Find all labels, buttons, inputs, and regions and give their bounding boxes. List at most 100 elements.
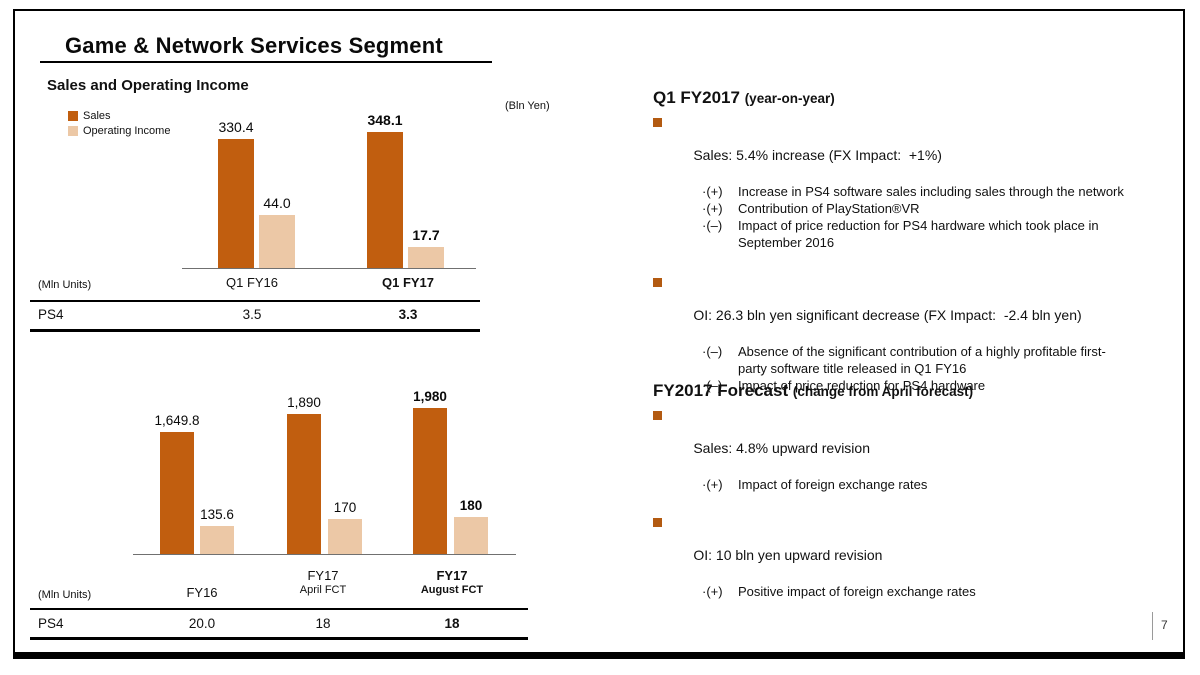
sales-bar <box>160 432 194 554</box>
q1-fy2017-heading-suffix: (year-on-year) <box>744 91 835 106</box>
bar-value-label: 17.7 <box>412 227 440 243</box>
bar-value-label: 170 <box>333 500 357 515</box>
q1-units-label: (Mln Units) <box>38 279 92 291</box>
sub-bullet-text: Increase in PS4 software sales including… <box>738 184 1124 199</box>
bullet-square-icon <box>653 411 662 420</box>
minus-marker: ·(–) <box>702 218 723 233</box>
chart-legend: Sales Operating Income <box>68 108 170 138</box>
fullyear-bar-chart: 1,649.8 135.6 1,890 170 1,980 180 <box>154 389 488 554</box>
sub-bullet: ·(–) Impact of price reduction for PS4 h… <box>702 217 1181 251</box>
operating-income-bar <box>454 517 488 554</box>
fullyear-units-label: (Mln Units) <box>38 589 92 601</box>
sub-bullet: ·(+) Contribution of PlayStation®VR <box>702 200 1181 217</box>
sub-bullet: ·(–) Absence of the significant contribu… <box>702 343 1181 377</box>
sales-bullet: Sales: 4.8% upward revision <box>653 408 1181 472</box>
q1-ps4-fy17-value: 3.3 <box>398 307 418 322</box>
unit-note: (Bln Yen) <box>505 100 550 112</box>
fy2017-forecast-heading-suffix: (change from April forecast) <box>792 384 974 399</box>
bar-value-label: 348.1 <box>367 112 403 128</box>
fy17-april-line1: FY17 <box>307 568 339 583</box>
fy17-august-line2: August FCT <box>420 584 484 596</box>
fy16-category: FY16 <box>186 585 218 600</box>
plus-marker: ·(+) <box>702 201 723 216</box>
fy17-april-ps4-value: 18 <box>315 616 331 631</box>
q1-ps4-fy16-value: 3.5 <box>242 307 262 322</box>
oi-bullet-text: OI: 10 bln yen upward revision <box>693 547 883 563</box>
bar-value-label: 1,980 <box>413 389 447 404</box>
bar-value-label: 44.0 <box>263 195 291 211</box>
page-title: Game & Network Services Segment <box>65 33 443 58</box>
oi-bullet-text: OI: 26.3 bln yen significant decrease (F… <box>693 307 1082 323</box>
q1-category-fy16: Q1 FY16 <box>225 275 279 290</box>
sales-swatch-icon <box>68 110 78 121</box>
plus-marker: ·(+) <box>702 477 723 492</box>
section-title: Sales and Operating Income <box>47 77 249 94</box>
bullet-square-icon <box>653 518 662 527</box>
legend-item-operating-income: Operating Income <box>68 123 170 138</box>
sub-bullet: ·(+) Increase in PS4 software sales incl… <box>702 183 1181 200</box>
fullyear-table-rule-bottom <box>30 637 528 640</box>
q1-table-rule-bottom <box>30 329 480 332</box>
fy2017-forecast-heading-main: FY2017 Forecast <box>653 381 789 400</box>
sub-bullet-text: Impact of price reduction for PS4 hardwa… <box>738 218 1099 250</box>
sales-bar <box>287 414 321 554</box>
fy17-august-category: FY17 August FCT <box>392 568 512 596</box>
q1-fy2017-heading-main: Q1 FY2017 <box>653 88 740 107</box>
oi-bullet: OI: 26.3 bln yen significant decrease (F… <box>653 275 1181 339</box>
sub-bullet: ·(+) Impact of foreign exchange rates <box>702 476 1181 493</box>
legend-item-sales: Sales <box>68 108 170 123</box>
sub-bullet: ·(–) Impact of price reduction for PS4 h… <box>702 377 1181 394</box>
operating-income-bar <box>328 519 362 554</box>
fy17-august-line1: FY17 <box>436 568 468 583</box>
page-number-divider <box>1152 612 1153 640</box>
plus-marker: ·(+) <box>702 184 723 199</box>
sales-bullet-text: Sales: 4.8% upward revision <box>693 440 870 456</box>
fy17-april-category: FY17 April FCT <box>263 568 383 596</box>
sub-bullet: ·(+) Positive impact of foreign exchange… <box>702 583 1181 600</box>
fullyear-table-row-label: PS4 <box>38 616 64 631</box>
plus-marker: ·(+) <box>702 584 723 599</box>
q1-chart-axis <box>182 268 476 269</box>
bar-value-label: 135.6 <box>200 507 234 522</box>
page-number: 7 <box>1161 618 1168 632</box>
operating-income-swatch-icon <box>68 125 78 136</box>
oi-bullet: OI: 10 bln yen upward revision <box>653 515 1181 579</box>
bar-value-label: 330.4 <box>218 119 254 135</box>
q1-fy2017-heading: Q1 FY2017 (year-on-year) <box>653 88 1181 108</box>
bar-value-label: 180 <box>459 498 483 513</box>
q1-table-row-label: PS4 <box>38 307 64 322</box>
q1-bar-chart: 330.4 44.0 348.1 17.7 <box>0 0 1200 268</box>
fy2017-forecast-commentary: FY2017 Forecast (change from April forec… <box>653 381 1181 600</box>
bar-value-label: 1,649.8 <box>154 413 200 428</box>
minus-marker: ·(–) <box>702 344 723 359</box>
sales-bar <box>218 139 254 268</box>
operating-income-bar <box>200 526 234 554</box>
legend-oi-label: Operating Income <box>83 124 171 137</box>
sub-bullet-text: Impact of price reduction for PS4 hardwa… <box>738 378 986 393</box>
fy17-august-ps4-value: 18 <box>444 616 460 631</box>
operating-income-bar <box>259 215 295 268</box>
fullyear-table-rule-top <box>30 608 528 610</box>
sub-bullet-text: Positive impact of foreign exchange rate… <box>738 584 976 599</box>
sub-bullet-text: Absence of the significant contribution … <box>738 344 1106 376</box>
sales-bullet: Sales: 5.4% increase (FX Impact: +1%) <box>653 115 1181 179</box>
sales-bar <box>413 408 447 554</box>
fy16-ps4-value: 20.0 <box>188 616 216 631</box>
bar-value-label: 1,890 <box>287 395 321 410</box>
fy17-april-line2: April FCT <box>299 584 347 596</box>
title-underline <box>40 61 492 63</box>
q1-table-rule-top <box>30 300 480 302</box>
fullyear-chart-axis <box>133 554 516 555</box>
q1-fy2017-commentary: Q1 FY2017 (year-on-year) Sales: 5.4% inc… <box>653 88 1181 394</box>
sub-bullet-text: Contribution of PlayStation®VR <box>738 201 920 216</box>
legend-sales-label: Sales <box>83 109 111 122</box>
sub-bullet-text: Impact of foreign exchange rates <box>738 477 928 492</box>
sales-bar <box>367 132 403 268</box>
bullet-square-icon <box>653 118 662 127</box>
fy2017-forecast-heading: FY2017 Forecast (change from April forec… <box>653 381 1181 401</box>
minus-marker: ·(–) <box>702 378 723 393</box>
slide-border <box>13 9 1185 659</box>
q1-category-fy17: Q1 FY17 <box>381 275 435 290</box>
sales-bullet-text: Sales: 5.4% increase (FX Impact: +1%) <box>693 147 942 163</box>
